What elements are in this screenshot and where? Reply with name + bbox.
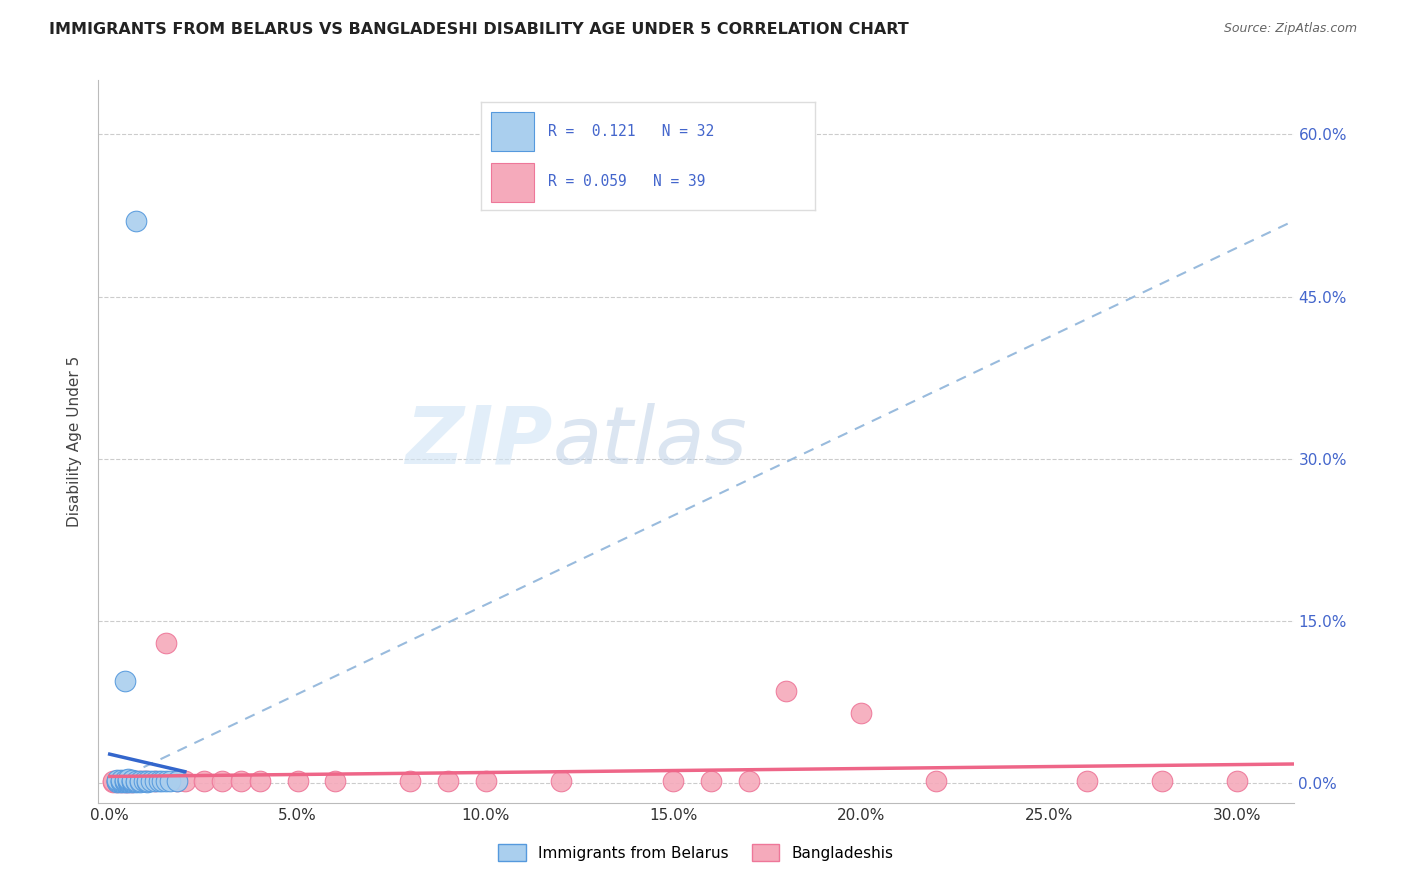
Point — [155, 636, 177, 650]
Point — [159, 774, 181, 789]
Point — [105, 773, 128, 788]
Text: atlas: atlas — [553, 402, 748, 481]
Point — [110, 774, 132, 789]
Point — [851, 706, 873, 720]
Point — [125, 774, 148, 789]
Y-axis label: Disability Age Under 5: Disability Age Under 5 — [67, 356, 83, 527]
Point — [132, 774, 155, 789]
Legend: Immigrants from Belarus, Bangladeshis: Immigrants from Belarus, Bangladeshis — [492, 838, 900, 867]
Point — [114, 673, 136, 688]
Point — [121, 773, 143, 788]
Point — [121, 774, 143, 789]
Point — [474, 774, 496, 789]
Point — [550, 774, 572, 789]
Point — [231, 774, 253, 789]
Point — [117, 775, 139, 789]
Point — [128, 774, 150, 789]
Point — [114, 775, 136, 789]
Point — [155, 774, 177, 789]
Point — [105, 775, 128, 789]
Point — [121, 775, 143, 789]
Point — [117, 773, 139, 788]
Point — [700, 774, 723, 789]
Point — [143, 774, 166, 789]
Point — [110, 775, 132, 789]
Point — [249, 774, 271, 789]
Point — [125, 775, 148, 789]
Point — [110, 773, 132, 788]
Text: Source: ZipAtlas.com: Source: ZipAtlas.com — [1223, 22, 1357, 36]
Point — [128, 775, 150, 789]
Point — [136, 775, 159, 789]
Point — [662, 774, 685, 789]
Point — [136, 774, 159, 789]
Point — [1150, 774, 1173, 789]
Point — [103, 775, 125, 789]
Point — [121, 774, 143, 789]
Point — [323, 774, 346, 789]
Point — [775, 684, 797, 698]
Point — [150, 774, 173, 789]
Point — [211, 774, 233, 789]
Point — [287, 774, 309, 789]
Point — [1076, 774, 1098, 789]
Point — [399, 774, 422, 789]
Point — [125, 214, 148, 228]
Point — [110, 774, 132, 789]
Point — [437, 774, 460, 789]
Point — [105, 775, 128, 789]
Point — [114, 775, 136, 789]
Point — [105, 774, 128, 789]
Point — [114, 774, 136, 789]
Point — [143, 774, 166, 789]
Point — [128, 774, 150, 789]
Point — [139, 774, 162, 789]
Point — [1226, 774, 1249, 789]
Point — [132, 774, 155, 789]
Point — [117, 775, 139, 789]
Point — [193, 774, 215, 789]
Point — [166, 774, 188, 789]
Point — [173, 774, 195, 789]
Point — [114, 774, 136, 789]
Point — [103, 774, 125, 789]
Point — [105, 774, 128, 789]
Text: IMMIGRANTS FROM BELARUS VS BANGLADESHI DISABILITY AGE UNDER 5 CORRELATION CHART: IMMIGRANTS FROM BELARUS VS BANGLADESHI D… — [49, 22, 908, 37]
Point — [125, 774, 148, 789]
Point — [737, 774, 759, 789]
Point — [166, 774, 188, 789]
Point — [136, 774, 159, 789]
Point — [117, 774, 139, 789]
Point — [925, 774, 948, 789]
Point — [117, 772, 139, 786]
Point — [148, 774, 170, 789]
Text: ZIP: ZIP — [405, 402, 553, 481]
Point — [117, 774, 139, 789]
Point — [121, 775, 143, 789]
Point — [114, 773, 136, 788]
Point — [110, 775, 132, 789]
